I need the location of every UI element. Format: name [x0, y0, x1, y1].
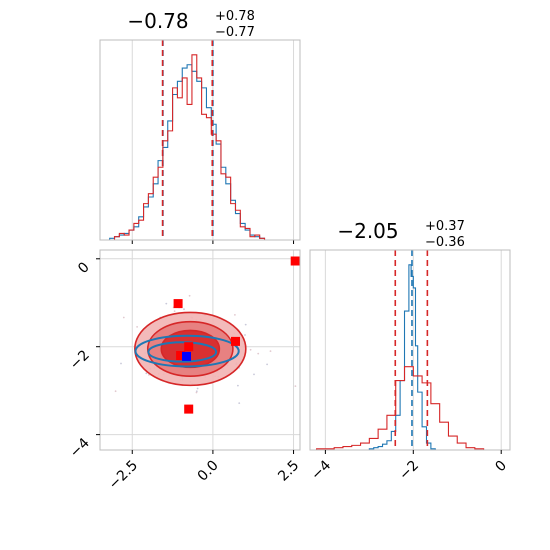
joint-sample-dot [188, 294, 191, 297]
joint-blue-contour-inner [147, 341, 218, 363]
joint-sample-dot [249, 348, 252, 351]
joint-red-point-6 [184, 404, 194, 414]
joint-red-point-5 [176, 351, 186, 360]
marginal-1-histogram-series-1 [109, 64, 270, 241]
joint-sample-dot [253, 373, 255, 376]
joint-sample-dot [145, 372, 148, 375]
marginal-2-xtick-label: −2 [396, 458, 422, 484]
joint-red-point-1 [290, 256, 300, 266]
joint-ytick-label: −2 [67, 347, 93, 373]
marginal-2-title-upper-error: +0.37 [425, 219, 465, 234]
joint-plot-area [114, 294, 297, 404]
marginal-1-title-main: −0.78 [127, 9, 188, 33]
joint-sample-dot [122, 316, 125, 319]
marginal-1-frame [99, 39, 301, 241]
marginal-2-xtick-label: −4 [308, 457, 334, 483]
joint-red-point-3 [231, 336, 240, 346]
marginal-2-frame [309, 249, 511, 451]
joint-xtick-label: 0.0 [195, 458, 222, 485]
joint-frame [99, 249, 301, 451]
marginal-1-title-lower-error: −0.77 [215, 25, 255, 40]
joint-sample-dot [165, 302, 168, 305]
joint-sample-dot [120, 362, 122, 365]
joint-sample-dot [244, 323, 247, 326]
joint-ytick-label: 0 [75, 259, 93, 277]
joint-blue-point-1 [182, 351, 191, 361]
joint-sample-dot [234, 314, 236, 316]
joint-sample-dot [269, 350, 272, 352]
joint-sample-dot [136, 326, 139, 328]
joint-sample-dot [114, 390, 117, 393]
marginal-2-xtick-label: 0 [492, 458, 510, 476]
joint-sample-dot [266, 363, 268, 366]
joint-sample-dot [196, 387, 199, 390]
joint-sample-dot [238, 402, 241, 404]
joint-sample-dot [244, 334, 246, 336]
joint-sample-dot [294, 385, 297, 387]
marginal-1-histogram-series-2 [109, 54, 270, 241]
joint-red-point-4 [184, 342, 194, 352]
joint-ytick-label: −4 [67, 435, 93, 461]
joint-sample-dot [257, 352, 260, 355]
joint-red-point-2 [173, 299, 183, 309]
joint-sample-dot [237, 384, 239, 387]
joint-sample-dot [173, 310, 176, 313]
marginal-2-histogram-series-1 [368, 264, 436, 450]
marginal-2-title-lower-error: −0.36 [425, 235, 465, 250]
marginal-2-histogram-series-2 [316, 366, 485, 450]
joint-xtick-label: 2.5 [275, 458, 302, 485]
joint-sample-dot [195, 391, 198, 394]
joint-xtick-label: −2.5 [106, 458, 141, 493]
joint-blue-contour-outer [134, 334, 240, 368]
marginal-2-title-main: −2.05 [337, 219, 398, 243]
marginal-1-title-upper-error: +0.78 [215, 9, 255, 24]
joint-sample-dot [183, 308, 185, 311]
